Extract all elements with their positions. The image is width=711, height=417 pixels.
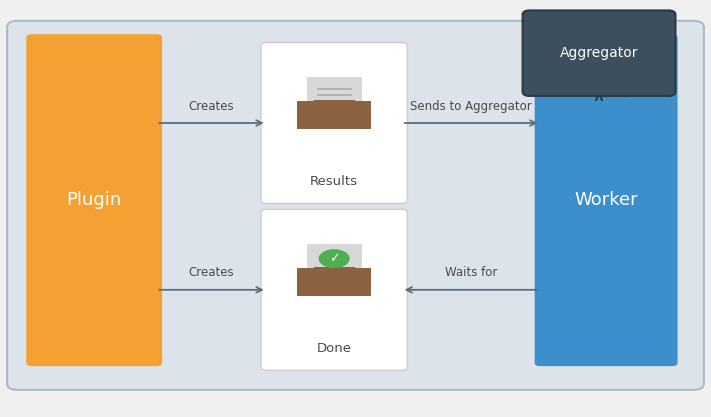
FancyBboxPatch shape <box>297 101 371 129</box>
Text: Worker: Worker <box>574 191 638 209</box>
Text: Sends to Aggregator: Sends to Aggregator <box>410 100 532 113</box>
Text: Creates: Creates <box>188 266 235 279</box>
FancyBboxPatch shape <box>309 80 359 119</box>
Text: Results: Results <box>310 175 358 188</box>
FancyBboxPatch shape <box>306 78 362 116</box>
Text: Waits for: Waits for <box>445 266 497 279</box>
Text: Plugin: Plugin <box>67 191 122 209</box>
FancyBboxPatch shape <box>314 266 355 285</box>
FancyBboxPatch shape <box>297 268 371 296</box>
FancyBboxPatch shape <box>26 34 162 366</box>
FancyBboxPatch shape <box>261 43 407 203</box>
FancyBboxPatch shape <box>7 21 704 390</box>
Circle shape <box>319 250 349 267</box>
Text: Creates: Creates <box>188 100 235 113</box>
Text: Aggregator: Aggregator <box>560 46 638 60</box>
FancyBboxPatch shape <box>523 10 675 96</box>
Text: ✓: ✓ <box>329 252 339 265</box>
FancyBboxPatch shape <box>314 100 355 118</box>
FancyBboxPatch shape <box>535 34 678 366</box>
FancyBboxPatch shape <box>261 209 407 370</box>
Text: Done: Done <box>316 342 352 355</box>
FancyBboxPatch shape <box>306 244 362 283</box>
